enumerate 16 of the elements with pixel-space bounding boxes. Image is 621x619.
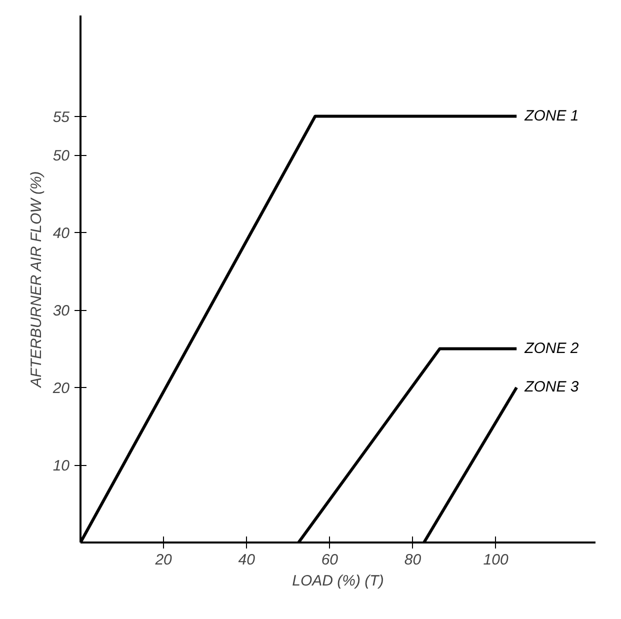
x-tick-label: 80 xyxy=(404,552,422,568)
series-label: ZONE 1 xyxy=(524,107,579,124)
x-axis-title: LOAD (%) (T) xyxy=(292,572,384,590)
y-axis-title: AFTERBURNER AIR FLOW (%) xyxy=(28,171,45,388)
y-tick-label: 55 xyxy=(52,108,70,126)
y-tick-label: 30 xyxy=(52,302,70,320)
y-tick-label: 40 xyxy=(52,225,70,242)
y-tick-label: 20 xyxy=(52,380,70,397)
series-label: ZONE 3 xyxy=(524,378,580,396)
x-tick-label: 60 xyxy=(321,552,339,568)
y-tick-label: 50 xyxy=(52,148,70,164)
series-label: ZONE 2 xyxy=(524,340,580,357)
x-tick-label: 100 xyxy=(483,552,509,568)
x-tick-label: 40 xyxy=(238,552,256,568)
y-tick-label: 10 xyxy=(52,458,70,474)
x-tick-label: 20 xyxy=(154,552,173,568)
